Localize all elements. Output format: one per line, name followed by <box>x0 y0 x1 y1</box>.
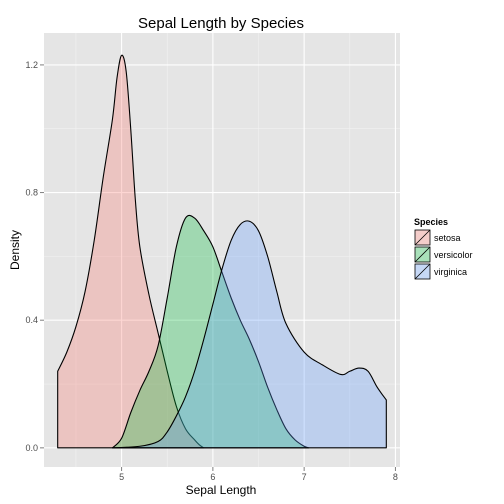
legend-label-virginica: virginica <box>434 267 467 277</box>
density-area-virginica <box>111 220 387 449</box>
minor-gridlines <box>44 33 400 467</box>
x-tick-label: 5 <box>119 472 124 482</box>
density-area-setosa <box>57 54 205 449</box>
legend-title: Species <box>414 217 448 227</box>
y-tick-label: 1.2 <box>25 60 38 70</box>
major-gridlines <box>44 33 400 467</box>
density-areas <box>57 54 387 449</box>
plot-panel <box>44 33 400 467</box>
legend-label-setosa: setosa <box>434 233 461 243</box>
y-tick-label: 0.8 <box>25 188 38 198</box>
x-axis-title: Sepal Length <box>186 483 257 497</box>
x-tick-label: 6 <box>210 472 215 482</box>
legend-label-versicolor: versicolor <box>434 250 473 260</box>
legend-key-slash <box>414 246 431 263</box>
y-tick-label: 0.0 <box>25 443 38 453</box>
density-area-versicolor <box>111 214 310 449</box>
y-tick-label: 0.4 <box>25 315 38 325</box>
y-axis-title: Density <box>8 230 22 270</box>
x-tick-label: 8 <box>393 472 398 482</box>
chart-title: Sepal Length by Species <box>138 15 304 32</box>
axis-ticks: 5 6 7 8 0.0 0.4 0.8 1.2 <box>25 60 397 482</box>
legend-key-slash <box>414 229 431 246</box>
legend-key-slash <box>414 263 431 280</box>
legend-items: setosa versicolor virginica <box>414 229 473 280</box>
legend: Species setosa versicolor virginica <box>414 217 473 280</box>
x-tick-label: 7 <box>302 472 307 482</box>
